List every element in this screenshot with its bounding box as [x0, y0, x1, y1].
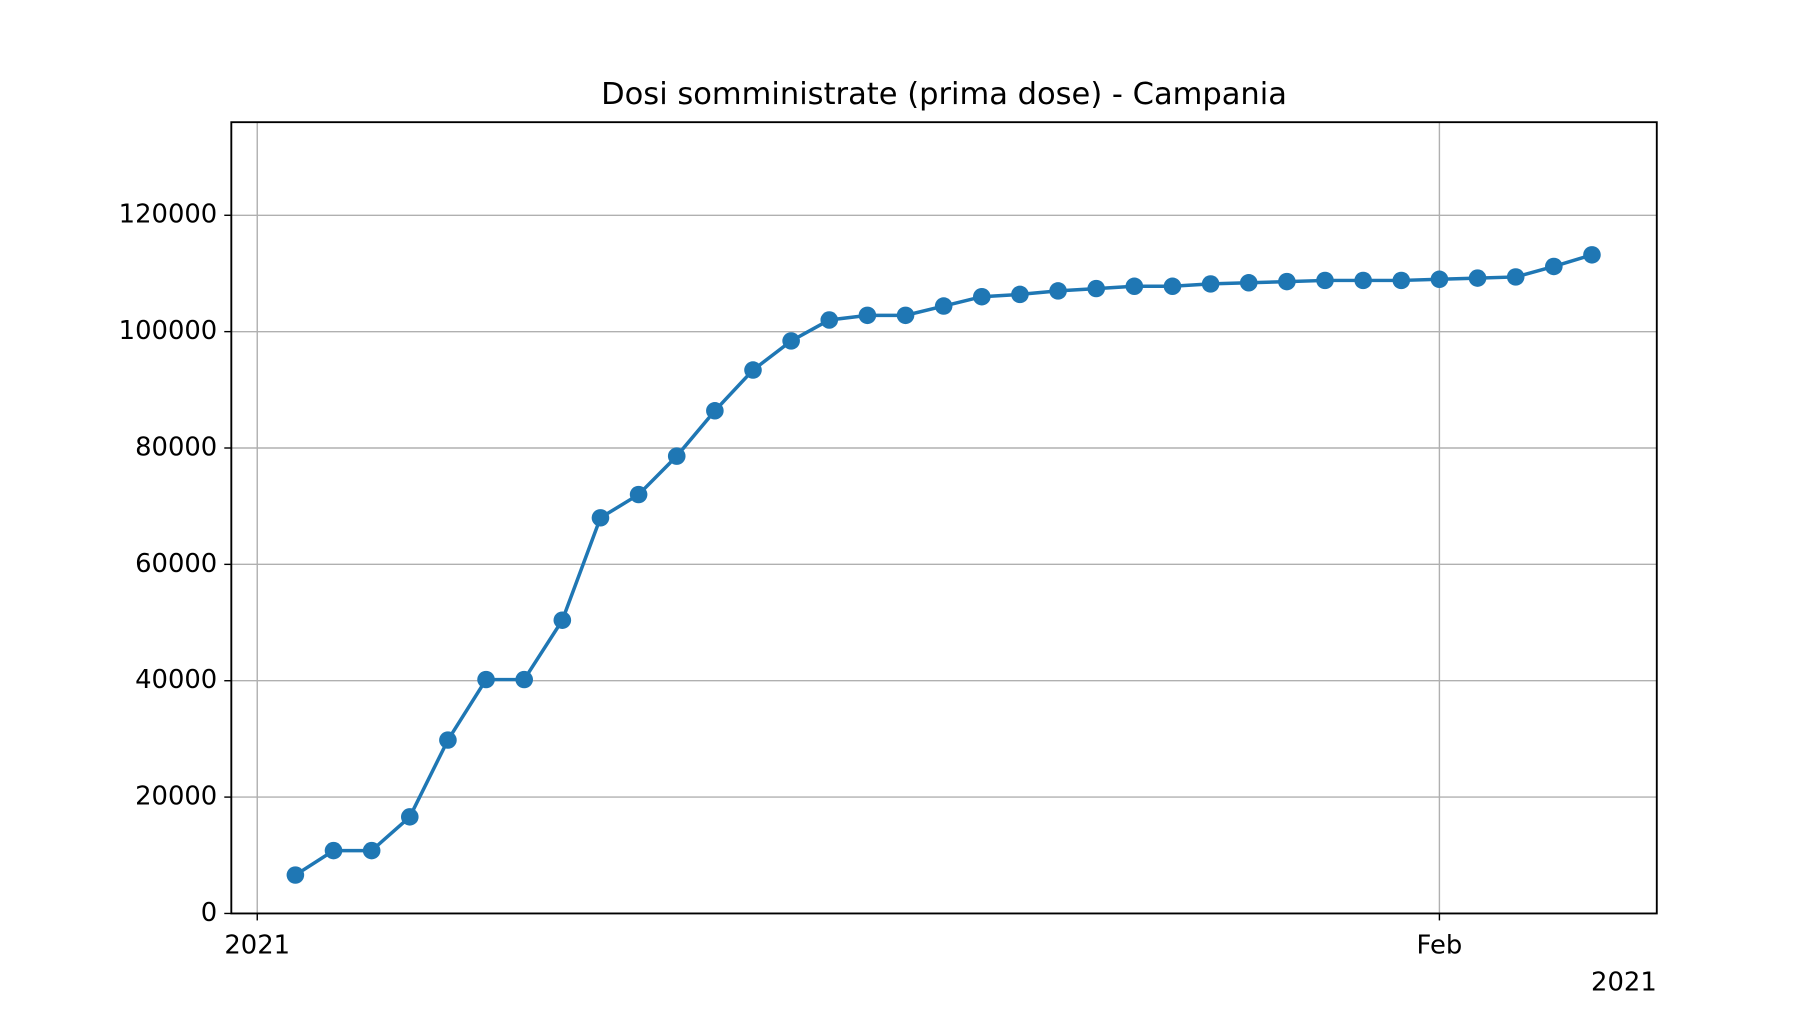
point [400, 808, 419, 826]
point [1506, 268, 1525, 286]
point [439, 731, 457, 749]
point [629, 485, 648, 504]
y-tick-label: 0 [201, 898, 217, 928]
point [1354, 271, 1372, 290]
point [324, 841, 343, 860]
point [782, 332, 800, 350]
y-tick-label: 20000 [135, 782, 217, 812]
point [1316, 271, 1334, 290]
point [972, 288, 991, 306]
point [667, 447, 686, 465]
point [591, 509, 610, 527]
point [1125, 277, 1144, 295]
point [820, 311, 839, 329]
chart-title: Dosi somministrate (prima dose) - Campan… [601, 77, 1287, 112]
point [934, 297, 953, 315]
x-tick-label: Feb [1417, 931, 1463, 961]
plot-frame [230, 121, 1658, 915]
point [1239, 274, 1258, 292]
y-tick-label: 40000 [135, 665, 217, 695]
point [1278, 272, 1296, 291]
point [1087, 279, 1106, 298]
point [1545, 257, 1563, 276]
point [858, 306, 877, 325]
point [1430, 270, 1449, 288]
point [706, 402, 724, 420]
point [1011, 285, 1029, 304]
y-tick-label: 60000 [135, 549, 217, 579]
point [1468, 269, 1487, 287]
x-tick-label: 2021 [224, 931, 290, 961]
x-offset-label: 2021 [1591, 968, 1657, 998]
y-tick-label: 100000 [119, 316, 218, 346]
point [515, 670, 533, 689]
point [744, 361, 762, 379]
point [553, 611, 572, 629]
y-tick-label: 80000 [135, 433, 217, 463]
y-tick-label: 120000 [119, 200, 218, 230]
point [896, 306, 915, 325]
point [1049, 282, 1067, 300]
point [362, 841, 381, 860]
point [1163, 277, 1182, 295]
point [1392, 271, 1411, 290]
point [286, 866, 305, 884]
point [1201, 275, 1220, 293]
point [477, 670, 495, 689]
point [1583, 246, 1601, 264]
